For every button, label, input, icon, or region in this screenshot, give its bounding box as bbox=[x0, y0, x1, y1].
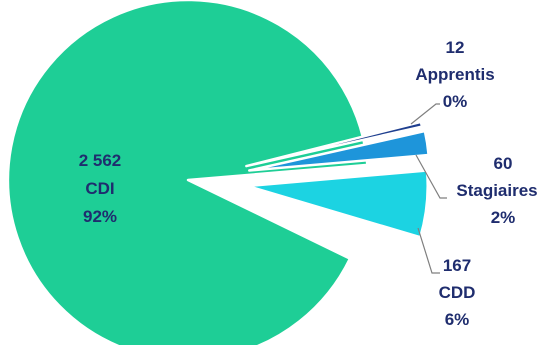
cdd-name: CDD bbox=[439, 283, 476, 302]
stagiaires-name: Stagiaires bbox=[456, 181, 537, 200]
slice-apprentis bbox=[245, 120, 424, 168]
leader-lines bbox=[410, 103, 447, 274]
stagiaires-percent: 2% bbox=[491, 208, 516, 227]
apprentis-count: 12 bbox=[446, 38, 465, 57]
cdi-name: CDI bbox=[85, 179, 114, 198]
slice-cdi bbox=[6, 0, 369, 345]
cdd-percent: 6% bbox=[445, 310, 470, 329]
slice-stagiaires bbox=[248, 129, 430, 172]
label-stagiaires: 60 Stagiaires 2% bbox=[456, 154, 537, 227]
leader-apprentis bbox=[410, 103, 440, 125]
leader-cdd bbox=[417, 227, 440, 274]
cdd-count: 167 bbox=[443, 256, 471, 275]
label-apprentis: 12 Apprentis 0% bbox=[415, 38, 494, 111]
stagiaires-count: 60 bbox=[494, 154, 513, 173]
apprentis-percent: 0% bbox=[443, 92, 468, 111]
apprentis-name: Apprentis bbox=[415, 65, 494, 84]
label-cdi: 2 562 CDI 92% bbox=[79, 151, 122, 226]
leader-stagiaires bbox=[415, 154, 447, 199]
label-cdd: 167 CDD 6% bbox=[439, 256, 476, 329]
slices-layer bbox=[6, 0, 430, 345]
cdi-count: 2 562 bbox=[79, 151, 122, 170]
cdi-percent: 92% bbox=[83, 207, 117, 226]
